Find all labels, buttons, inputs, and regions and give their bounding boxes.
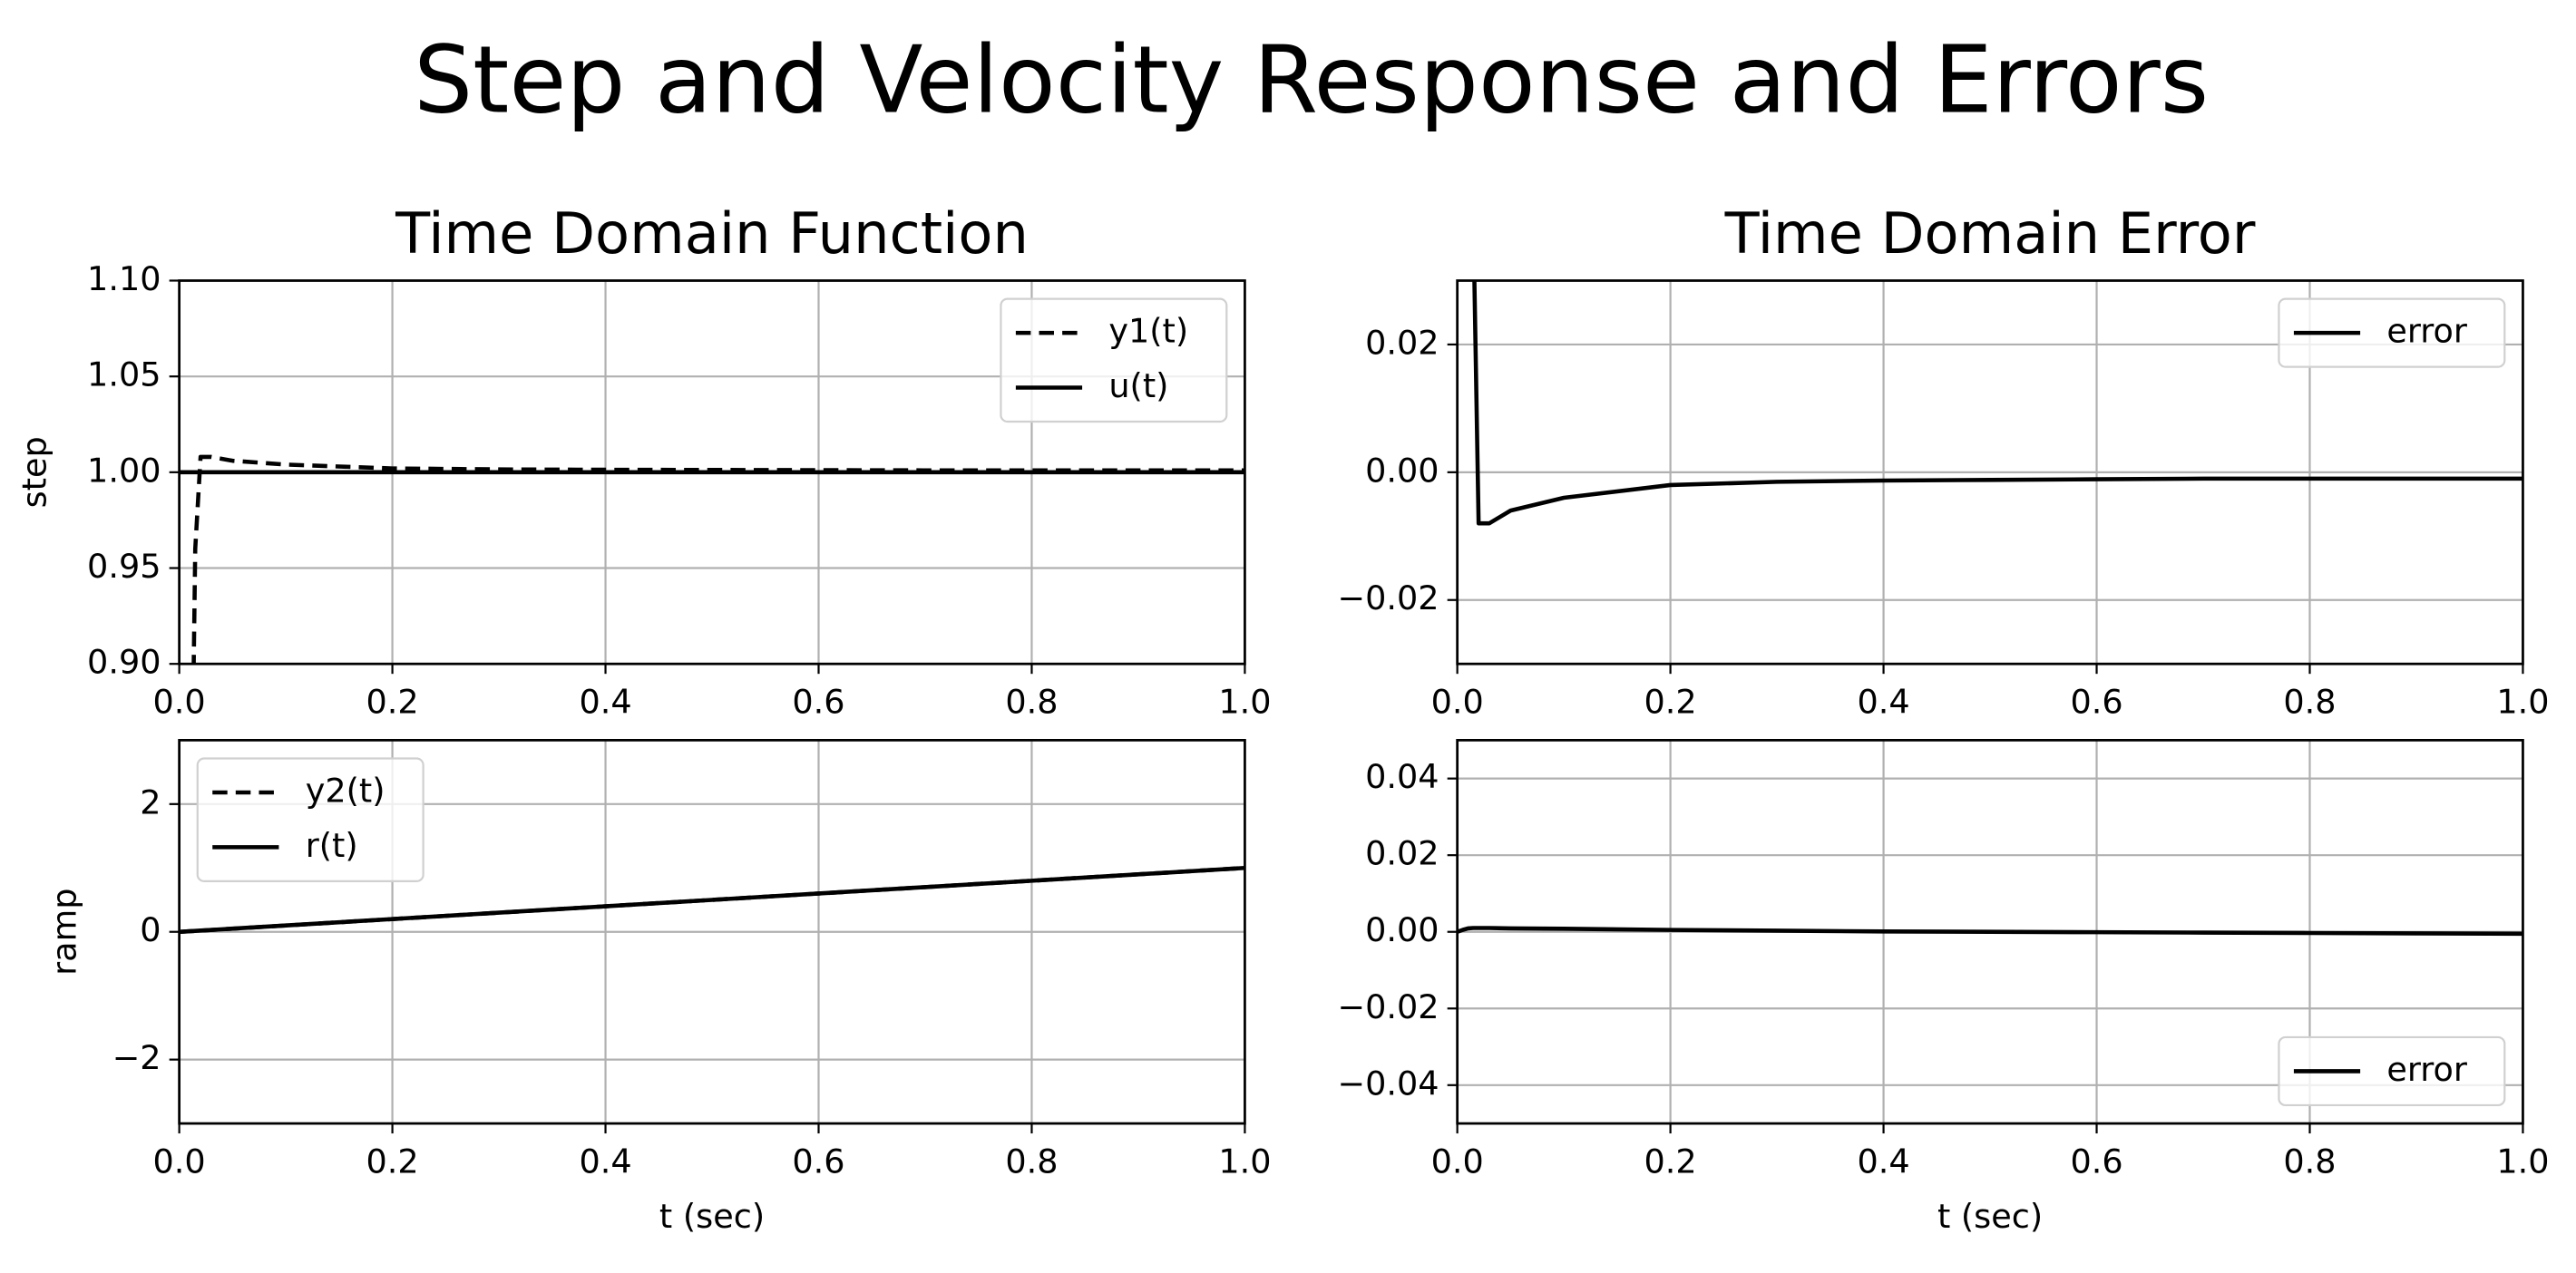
x-tick-label: 0.6 [792,1142,844,1181]
axes-frame [1456,738,2524,1125]
x-tick-label: 0.4 [1857,1142,1909,1181]
x-tick-label: 0.8 [2283,1142,2336,1181]
x-axis-label: t (sec) [1937,1197,2043,1236]
x-tick-label: 0.6 [2070,683,2122,722]
series-line [191,454,1245,665]
plot-area [1457,926,2523,937]
x-tick-label: 0.8 [1005,1142,1058,1181]
y-tick-label: 0.02 [1365,834,1439,873]
x-tick-label: 1.0 [2496,1142,2549,1181]
y-tick-label: 0.90 [87,643,161,682]
plot-area [179,454,1245,665]
series-line [179,865,1245,935]
x-tick-label: 0.0 [153,683,206,722]
x-tick-label: 1.0 [2496,683,2549,722]
y-tick-label: 0.00 [1365,451,1439,490]
y-tick-label: −0.02 [1337,987,1439,1026]
y-tick-label: 2 [140,782,161,821]
x-tick-label: 0.6 [2070,1142,2122,1181]
legend-label: y2(t) [306,772,385,811]
y-tick-label: 1.05 [87,355,161,394]
axes-frame [1456,279,2524,666]
y-tick-label: 0.00 [1365,910,1439,949]
x-tick-label: 0.8 [1005,683,1058,722]
x-tick-label: 0.4 [579,1142,631,1181]
y-tick-label: 0.02 [1365,323,1439,362]
y-tick-label: −0.02 [1337,578,1439,617]
legend-box [2278,297,2506,368]
x-tick-label: 0.2 [1644,683,1697,722]
x-tick-label: 0.4 [1857,683,1909,722]
x-tick-label: 0.2 [366,683,419,722]
x-tick-label: 0.8 [2283,683,2336,722]
y-tick-label: 0 [140,910,161,949]
axes-title: Time Domain Error [1724,200,2256,267]
y-tick-label: 0.04 [1365,757,1439,796]
legend-box [1000,297,1228,423]
x-tick-label: 0.2 [1644,1142,1697,1181]
axes-frame [178,738,1246,1125]
x-tick-label: 0.0 [153,1142,206,1181]
axes-frame [178,279,1246,666]
x-tick-label: 0.0 [1431,1142,1484,1181]
y-tick-label: 1.10 [87,259,161,298]
series-line [1457,926,2523,937]
legend-label: u(t) [1108,366,1168,405]
plot-area [179,865,1245,935]
y-tick-label: 1.00 [87,451,161,490]
legend-label: error [2386,312,2468,351]
y-tick-label: −0.04 [1337,1064,1439,1103]
x-tick-label: 0.0 [1431,683,1484,722]
x-tick-label: 1.0 [1218,1142,1271,1181]
y-tick-label: −2 [112,1038,161,1077]
y-axis-label: step [15,436,54,508]
figure-title: Step and Velocity Response and Errors [414,27,2209,135]
x-tick-label: 1.0 [1218,683,1271,722]
series-line [1472,280,2523,526]
legend-box [196,757,424,883]
axes-title: Time Domain Function [395,200,1029,267]
plot-area [1472,280,2523,526]
x-tick-label: 0.6 [792,683,844,722]
legend-box [2278,1035,2506,1107]
legend-label: error [2386,1050,2468,1089]
x-axis-label: t (sec) [659,1197,765,1236]
y-axis-label: ramp [45,889,84,976]
legend-label: y1(t) [1108,312,1188,351]
x-tick-label: 0.2 [366,1142,419,1181]
y-tick-label: 0.95 [87,547,161,586]
legend-label: r(t) [306,826,358,865]
x-tick-label: 0.4 [579,683,631,722]
